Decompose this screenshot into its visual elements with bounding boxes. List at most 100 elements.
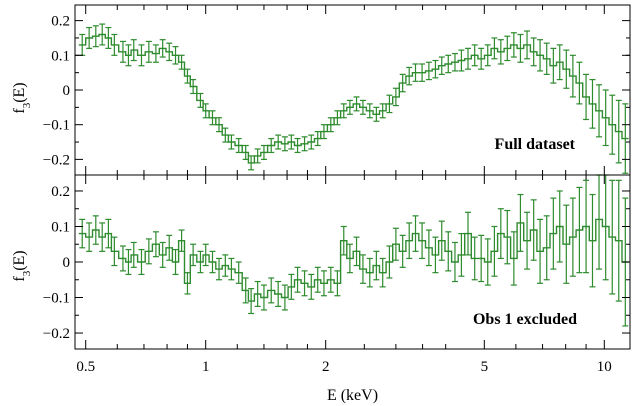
x-ticks-top-panel — [85, 5, 605, 175]
data-point — [327, 266, 334, 293]
data-point — [373, 250, 380, 281]
data-point — [550, 47, 557, 84]
y-axis-label-top: f3(E) — [11, 82, 33, 113]
data-point — [178, 54, 185, 70]
data-point — [537, 39, 544, 72]
data-point — [419, 63, 426, 82]
data-point — [138, 44, 145, 67]
data-point — [392, 87, 399, 107]
data-point — [392, 227, 399, 261]
y-tick-label: 0.2 — [51, 14, 70, 30]
data-point — [622, 103, 629, 174]
data-point — [497, 208, 504, 260]
data-point — [268, 277, 275, 304]
y-axis-label-bottom: f3(E) — [11, 250, 33, 281]
data-point — [386, 94, 393, 114]
data-point — [197, 250, 204, 274]
panel-obs1-excluded: −0.2 −0.1 0 0.1 0.2 f3(E) Obs 1 excluded 0.5… — [11, 174, 631, 404]
data-point — [484, 238, 491, 286]
data-point — [190, 78, 197, 95]
data-point — [202, 243, 209, 267]
data-point — [254, 148, 261, 164]
data-point — [419, 222, 426, 260]
y-tick-label: 0 — [63, 83, 71, 99]
data-point — [399, 73, 406, 93]
data-point — [202, 103, 209, 119]
data-point — [615, 99, 622, 164]
data-point — [537, 218, 544, 284]
data-point — [359, 254, 366, 284]
data-point — [178, 229, 185, 252]
data-point — [320, 270, 327, 297]
data-point — [340, 225, 347, 256]
data-point — [530, 37, 537, 67]
data-point — [99, 23, 106, 46]
data-point — [478, 234, 485, 283]
data-point — [445, 231, 452, 272]
panel-label-obs1-excluded: Obs 1 excluded — [473, 311, 577, 328]
data-point — [308, 273, 315, 300]
data-point — [458, 232, 465, 277]
data-point — [152, 231, 159, 258]
data-point — [602, 174, 609, 281]
data-point — [510, 32, 517, 58]
series-obs1-excluded — [78, 174, 629, 327]
data-point — [556, 44, 563, 81]
panel-full-dataset: −0.2 −0.1 0 0.1 0.2 f3(E) Full dataset — [11, 4, 631, 176]
x-ticks-bottom-panel — [85, 175, 605, 349]
data-point — [583, 179, 590, 274]
data-point — [406, 66, 413, 86]
data-point — [379, 103, 386, 119]
data-point — [359, 99, 366, 115]
y-tick-label: 0.2 — [51, 184, 70, 200]
data-point — [353, 236, 360, 267]
data-point — [314, 266, 321, 293]
data-point — [197, 92, 204, 108]
data-point — [550, 197, 557, 270]
step-line — [78, 33, 629, 164]
data-point — [366, 103, 373, 119]
data-point — [242, 144, 249, 160]
data-point — [254, 280, 261, 307]
data-point — [105, 26, 112, 49]
data-point — [464, 47, 471, 70]
data-point — [373, 106, 380, 122]
data-point — [209, 250, 216, 274]
data-point — [86, 26, 93, 49]
data-point — [301, 270, 308, 297]
data-point — [125, 44, 132, 67]
data-point — [159, 39, 166, 58]
data-point — [451, 241, 458, 283]
data-point — [497, 39, 504, 65]
data-point — [294, 137, 301, 154]
x-tick-label: 2 — [322, 359, 330, 375]
data-point — [184, 272, 191, 295]
x-tick-label: 5 — [481, 359, 489, 375]
data-point — [268, 137, 275, 154]
data-point — [314, 131, 321, 147]
data-point — [166, 234, 173, 261]
data-point — [228, 257, 235, 281]
data-point — [602, 89, 609, 147]
data-point — [504, 209, 511, 265]
data-point — [458, 49, 465, 72]
data-point — [92, 215, 99, 245]
data-point — [248, 288, 255, 315]
data-point — [386, 245, 393, 279]
data-point — [111, 33, 118, 56]
y-tick-label: 0.1 — [51, 48, 70, 64]
y-tick-label: −0.1 — [43, 118, 70, 134]
data-point — [609, 179, 616, 295]
data-point — [491, 225, 498, 277]
data-point — [308, 134, 315, 150]
y-tick-label: −0.1 — [43, 291, 70, 307]
data-point — [275, 134, 282, 150]
data-point — [524, 211, 531, 270]
data-point — [609, 94, 616, 155]
data-point — [334, 110, 341, 126]
data-point — [563, 204, 570, 284]
data-point — [281, 284, 288, 311]
data-point — [576, 61, 583, 105]
data-point — [92, 25, 99, 48]
